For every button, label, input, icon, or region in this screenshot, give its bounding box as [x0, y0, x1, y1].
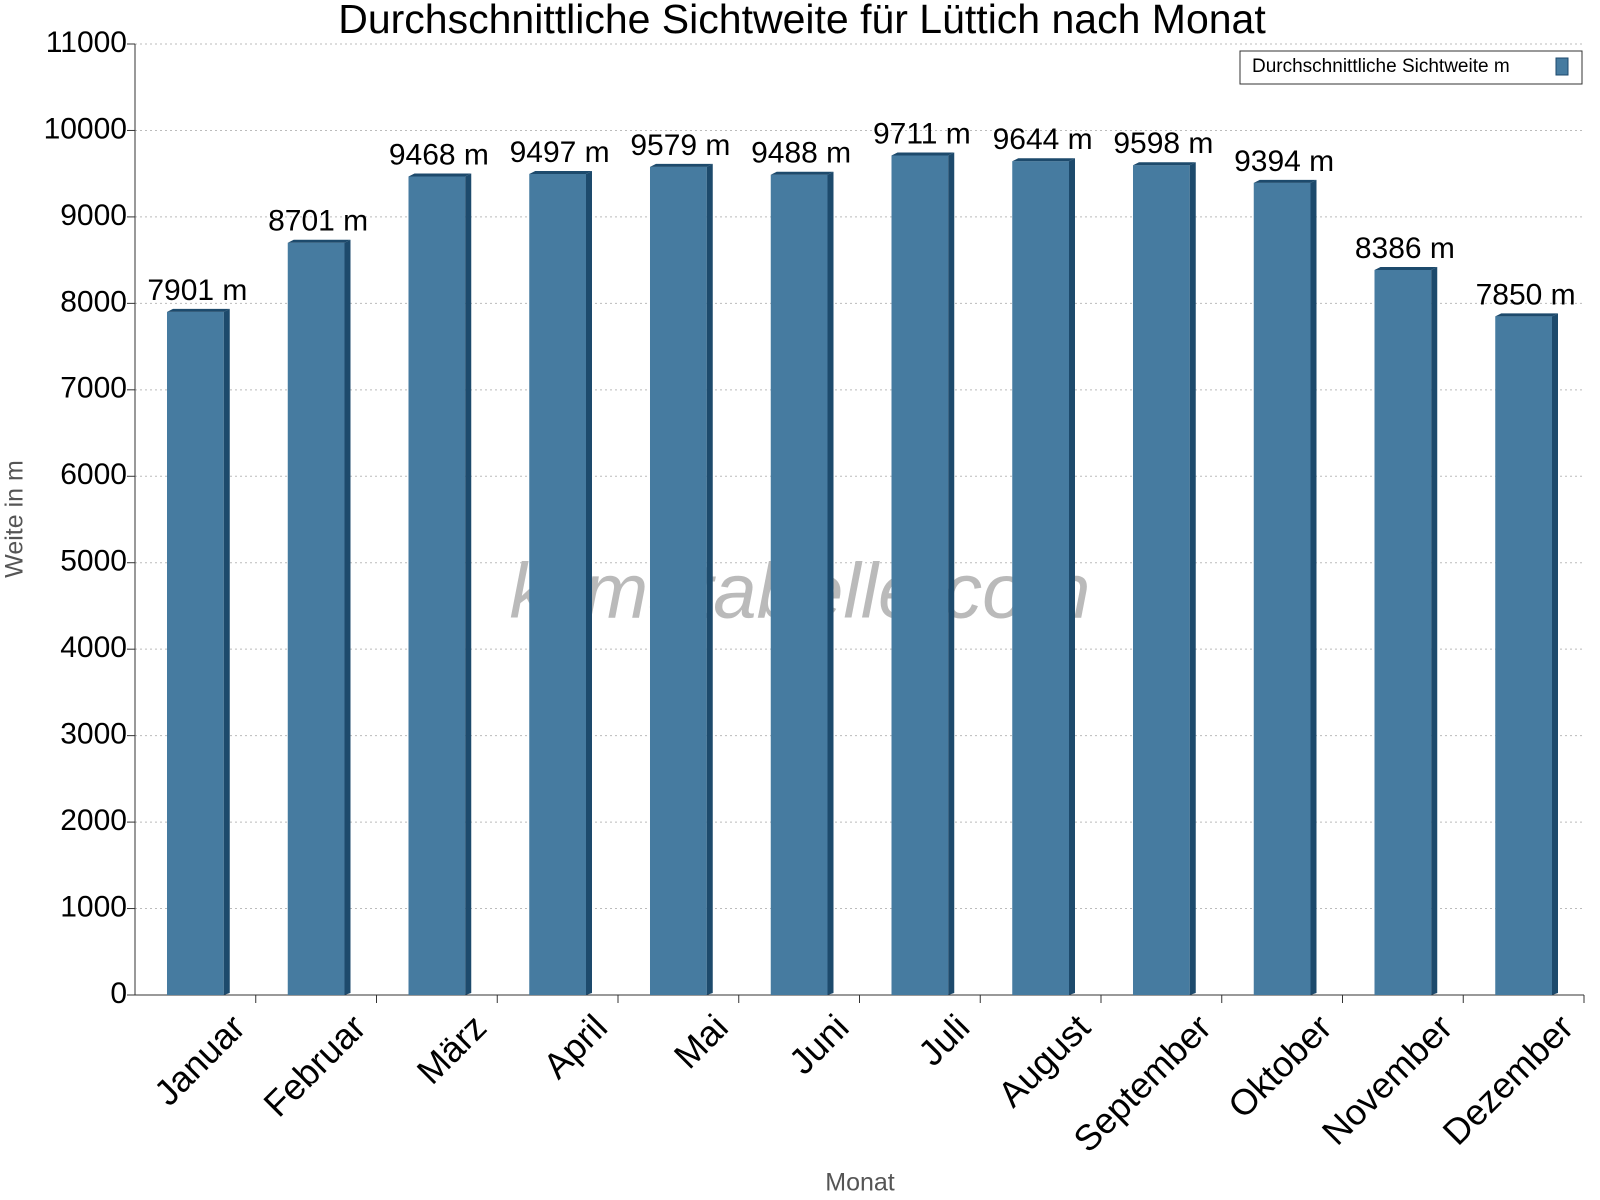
x-tick-label: Februar [255, 1006, 373, 1124]
y-tick-label: 10000 [44, 112, 127, 145]
y-tick-label: 11000 [46, 26, 127, 59]
bar-side [586, 170, 593, 996]
x-tick-label: Juli [910, 1006, 977, 1073]
bar-top [1495, 313, 1559, 317]
legend-swatch [1555, 57, 1569, 76]
x-tick-label: April [535, 1006, 615, 1086]
y-tick-label: 4000 [60, 631, 127, 664]
bar-side [706, 163, 713, 995]
data-label: 9711 m [873, 117, 971, 150]
x-tick-label: Mai [666, 1006, 736, 1076]
bar-front [287, 242, 345, 995]
data-label: 8386 m [1355, 232, 1455, 265]
bar-top [287, 239, 351, 243]
bar [408, 173, 472, 995]
x-tick-label: März [409, 1006, 495, 1092]
bar-front [1495, 316, 1553, 996]
bar [529, 170, 593, 996]
bar-top [770, 171, 834, 175]
bar-side [344, 239, 351, 995]
data-label: 9598 m [1113, 127, 1213, 160]
y-axis-label: Weite in m [1, 460, 29, 578]
bar-side [1431, 266, 1438, 995]
bar-side [465, 173, 472, 995]
bar-front [1012, 161, 1070, 995]
data-label: 9394 m [1234, 145, 1334, 178]
y-tick-label: 8000 [60, 285, 127, 318]
bar-front [1132, 165, 1190, 995]
bar [1012, 158, 1076, 995]
y-tick-label: 0 [110, 977, 127, 1010]
bar-front [408, 176, 466, 995]
legend-label: Durchschnittliche Sichtweite m [1252, 56, 1510, 77]
bar-side [1069, 158, 1076, 995]
bar [1374, 266, 1438, 995]
bar-side [1310, 179, 1317, 995]
bar [166, 308, 230, 996]
bar-side [1189, 162, 1196, 995]
bar-top [1012, 158, 1076, 162]
chart-title: Durchschnittliche Sichtweite für Lüttich… [338, 0, 1266, 42]
bar-top [408, 173, 472, 177]
bar-front [649, 166, 707, 995]
y-tick-label: 7000 [60, 372, 127, 405]
x-tick-label: August [990, 1006, 1098, 1114]
bar-front [1374, 269, 1432, 995]
bar [649, 163, 713, 995]
bar [770, 171, 834, 996]
data-label: 9468 m [389, 138, 489, 171]
bar-side [1552, 313, 1559, 996]
bar-side [827, 171, 834, 996]
data-label: 9579 m [630, 129, 730, 162]
x-tick-label: November [1314, 1006, 1460, 1152]
bar-top [891, 152, 955, 156]
x-axis-label: Monat [825, 1169, 895, 1197]
x-tick-label: Dezember [1435, 1006, 1581, 1152]
bar-side [223, 308, 230, 996]
bar-top [1374, 266, 1438, 270]
bar-top [1253, 179, 1317, 183]
data-label: 7850 m [1476, 278, 1576, 311]
bar [1253, 179, 1317, 995]
bar [1495, 313, 1559, 996]
bar-front [166, 311, 224, 996]
y-tick-label: 1000 [60, 890, 127, 923]
y-tick-label: 2000 [60, 804, 127, 837]
bar-side [948, 152, 955, 995]
bar-front [529, 173, 587, 996]
bar [287, 239, 351, 995]
bar-front [1253, 182, 1311, 995]
data-label: 9488 m [751, 137, 851, 170]
bar-top [1132, 162, 1196, 166]
y-tick-label: 5000 [60, 545, 127, 578]
data-label: 7901 m [147, 274, 247, 307]
bar-front [770, 174, 828, 996]
legend: Durchschnittliche Sichtweite m [1239, 50, 1583, 85]
bar [891, 152, 955, 995]
y-tick-label: 9000 [60, 199, 127, 232]
data-label: 8701 m [268, 205, 368, 238]
bar-top [529, 170, 593, 174]
bar [1132, 162, 1196, 995]
x-tick-label: Oktober [1220, 1006, 1340, 1126]
y-tick-label: 6000 [60, 458, 127, 491]
x-tick-label: Januar [146, 1006, 253, 1113]
data-label: 9497 m [510, 136, 610, 169]
bar-top [166, 308, 230, 312]
x-tick-label: Juni [781, 1006, 857, 1082]
y-tick-label: 3000 [60, 718, 127, 751]
legend-box [1239, 50, 1583, 85]
data-label: 9644 m [993, 123, 1093, 156]
bar-front [891, 155, 949, 995]
bar-top [649, 163, 713, 167]
